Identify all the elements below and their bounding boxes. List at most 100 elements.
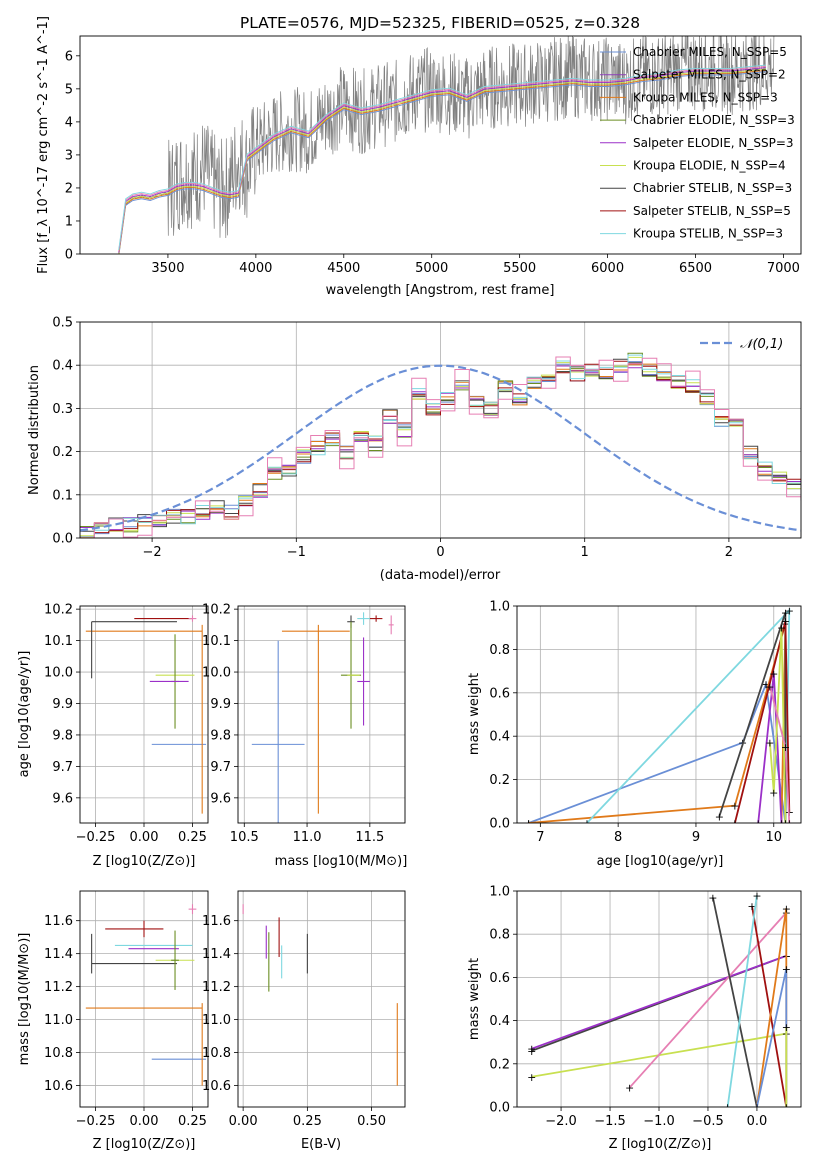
axes-frame — [237, 890, 406, 1108]
series-line — [586, 608, 791, 823]
y-tick-label: 0.3 — [52, 402, 73, 417]
y-tick-label: 5 — [65, 82, 73, 97]
x-tick-label: 0.00 — [130, 1114, 159, 1129]
x-tick-label: 11.5 — [355, 830, 384, 845]
axes-frame — [79, 35, 802, 255]
y-tick-label: 0.5 — [52, 316, 73, 331]
series-marker: + — [765, 737, 774, 750]
x-axis-label: Z [log10(Z/Z⊙)] — [609, 1137, 712, 1152]
y-tick-label: 1 — [65, 214, 73, 229]
x-tick-label: −1.5 — [594, 1114, 626, 1129]
x-axis-label: Z [log10(Z/Z⊙)] — [93, 1137, 196, 1152]
series-marker: + — [782, 1101, 791, 1114]
series-marker: + — [769, 787, 778, 800]
y-tick-label: 11.6 — [44, 914, 73, 929]
x-axis-label: E(B-V) — [301, 1137, 341, 1152]
series-line — [528, 680, 787, 823]
x-tick-label: 10.5 — [230, 830, 259, 845]
model-line — [118, 67, 766, 253]
series-line — [531, 954, 787, 1050]
plot-area — [80, 322, 801, 538]
series-line — [769, 627, 787, 823]
y-axis-label: mass weight — [467, 673, 482, 755]
y-tick-label: 6 — [65, 49, 73, 64]
series-marker: + — [752, 1101, 761, 1114]
x-tick-label: 0.25 — [293, 1114, 322, 1129]
series-marker: + — [777, 817, 786, 830]
axes-frame — [237, 605, 406, 824]
y-axis-label: Normed distribution — [27, 365, 42, 495]
series-marker: + — [730, 817, 739, 830]
series-line — [769, 686, 791, 823]
x-tick-label: 6500 — [679, 261, 712, 276]
y-tick-label: 11.0 — [202, 1013, 231, 1028]
axes-frame — [79, 321, 802, 539]
series-line — [628, 911, 787, 1089]
y-tick-label: 11.2 — [44, 980, 73, 995]
y-tick-label: 10.6 — [202, 1079, 231, 1094]
y-axis-label: Flux [f_λ 10^-17 erg cm^-2 s^-1 A^-1] — [36, 16, 51, 274]
figure-title: PLATE=0576, MJD=52325, FIBERID=0525, z=0… — [240, 14, 640, 32]
y-axis-label: age [log10(age/yr)] — [17, 651, 32, 778]
x-tick-label: 0.25 — [178, 1114, 207, 1129]
legend-label: Kroupa STELIB, N_SSP=3 — [633, 227, 783, 241]
histogram-step — [80, 354, 801, 538]
y-tick-label: 10.2 — [44, 603, 73, 618]
model-line — [118, 68, 766, 254]
x-tick-label: 8 — [614, 830, 622, 845]
x-tick-label: 0 — [436, 545, 444, 560]
histogram-step — [80, 356, 801, 538]
y-tick-label: 0.0 — [489, 1101, 510, 1116]
chart-6: 0.00 0.25 0.50 10.6 10.8 11.0 11.2 11.4 11.6 — [202, 890, 406, 1129]
series-marker: + — [582, 817, 591, 830]
plot-area — [238, 606, 405, 823]
x-tick-label: 7000 — [767, 261, 800, 276]
histogram-step — [80, 365, 801, 531]
series-marker: + — [527, 1043, 536, 1056]
chart-0: 3500 4000 4500 5000 5500 6000 6500 7000 0 1 2 3 4 5 6 C… — [65, 35, 802, 276]
y-tick-label: 0.4 — [52, 359, 73, 374]
x-tick-label: 5000 — [415, 261, 448, 276]
y-tick-label: 0.4 — [489, 1014, 510, 1029]
y-tick-label: 10.6 — [44, 1079, 73, 1094]
y-tick-label: 1.0 — [489, 885, 510, 900]
chart-3: 10.5 11.0 11.5 9.6 9.7 9.8 9.9 10.0 10.1 10.2 — [202, 603, 406, 845]
y-tick-label: 10.8 — [44, 1046, 73, 1061]
y-tick-label: 9.7 — [210, 760, 231, 775]
y-tick-label: 11.2 — [202, 980, 231, 995]
axes-frame — [516, 890, 802, 1108]
series-line — [712, 897, 758, 1107]
x-axis-label: Z [log10(Z/Z⊙)] — [93, 854, 196, 869]
series-marker: + — [754, 817, 763, 830]
x-tick-label: 3500 — [151, 261, 184, 276]
chart-4: +++++++++++++++++++++++++++7 8 9 10 0.0 0.2 0.… — [489, 600, 802, 845]
legend-label: Kroupa MILES, N_SSP=3 — [633, 90, 778, 104]
y-tick-label: 10.2 — [202, 603, 231, 618]
series-marker: + — [524, 817, 533, 830]
series-marker: + — [527, 1045, 536, 1058]
x-tick-label: 5500 — [503, 261, 536, 276]
series-marker: + — [781, 615, 790, 628]
x-axis-label: age [log10(age/yr)] — [597, 854, 724, 869]
chart-7: ++++++++++++++++++++++−2.0 −1.5 −1.0 −0.5 0.… — [489, 885, 802, 1129]
y-tick-label: 9.9 — [210, 697, 231, 712]
x-axis-label: (data-model)/error — [380, 568, 501, 583]
y-tick-label: 9.6 — [210, 791, 231, 806]
series-marker: + — [782, 963, 791, 976]
model-line — [118, 65, 766, 252]
series-marker: + — [777, 622, 786, 635]
y-tick-label: 10.1 — [202, 634, 231, 649]
x-tick-label: 6000 — [591, 261, 624, 276]
series-line — [726, 895, 758, 1107]
plot-area: +++++++++++++++++++++++++++ — [517, 606, 801, 830]
series-marker: + — [785, 817, 794, 830]
y-tick-label: 10.0 — [202, 666, 231, 681]
x-tick-label: 4000 — [239, 261, 272, 276]
legend-label: Chabrier STELIB, N_SSP=3 — [633, 181, 792, 195]
series-marker: + — [781, 741, 790, 754]
y-tick-label: 0.8 — [489, 643, 510, 658]
x-tick-label: −1.0 — [643, 1114, 675, 1129]
plot-area — [118, 36, 775, 254]
histogram-step — [80, 352, 801, 533]
